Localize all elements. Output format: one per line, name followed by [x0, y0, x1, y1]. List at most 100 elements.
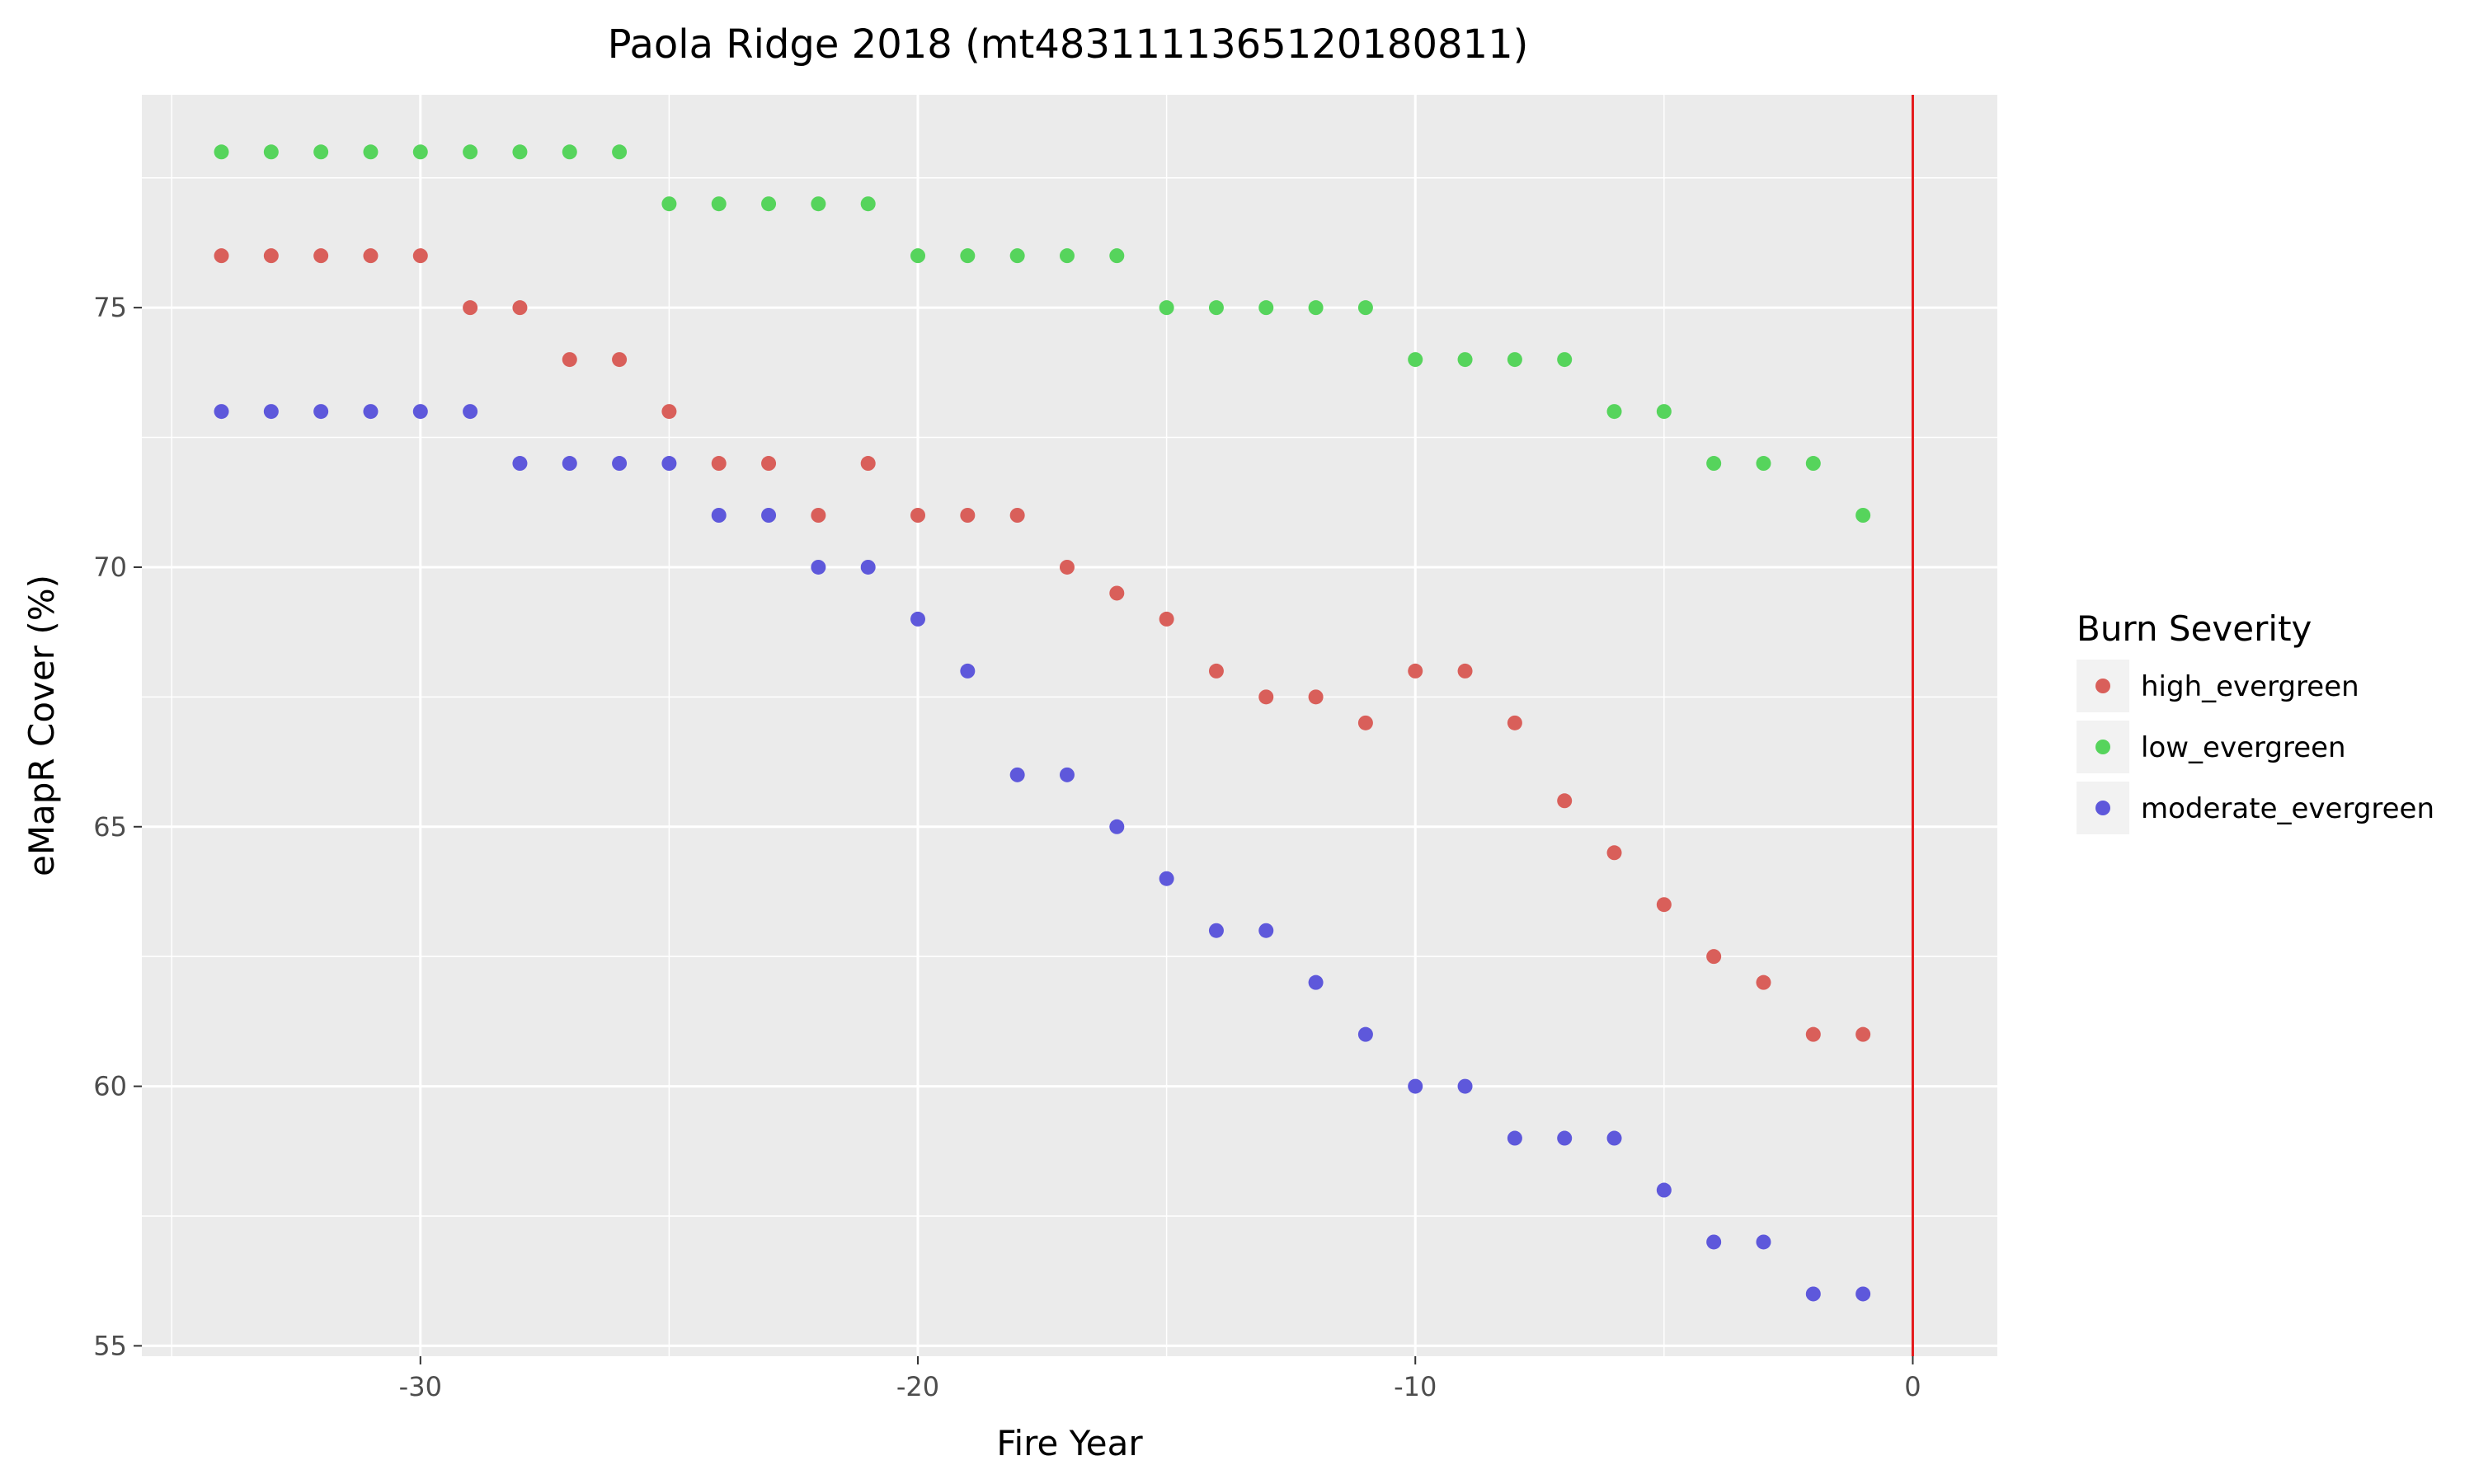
- data-point: [1457, 352, 1473, 368]
- data-point: [1656, 1182, 1672, 1198]
- data-point: [1009, 508, 1025, 523]
- data-point: [313, 248, 329, 264]
- legend-swatch: [2095, 740, 2110, 754]
- data-point: [1457, 663, 1473, 679]
- x-tick-label: -10: [1394, 1371, 1437, 1402]
- data-point: [512, 456, 528, 472]
- data-point: [761, 456, 777, 472]
- legend-item: moderate_evergreen: [2077, 782, 2434, 834]
- legend: Burn Severity high_evergreen low_evergree…: [2077, 608, 2434, 834]
- data-point: [1805, 1026, 1821, 1042]
- data-point: [1756, 974, 1771, 990]
- data-point: [1357, 300, 1373, 316]
- data-point: [562, 352, 577, 368]
- data-point: [1357, 1026, 1373, 1042]
- data-point: [1606, 845, 1622, 861]
- data-point: [214, 144, 229, 160]
- data-point: [1507, 1130, 1522, 1146]
- y-tick-label: 60: [93, 1071, 127, 1102]
- y-tick-label: 55: [93, 1330, 127, 1361]
- data-point: [1208, 300, 1224, 316]
- x-tick-label: -20: [896, 1371, 939, 1402]
- data-point: [562, 144, 577, 160]
- data-point: [512, 144, 528, 160]
- data-point: [214, 248, 229, 264]
- data-point: [910, 248, 926, 264]
- data-point: [811, 196, 826, 212]
- data-point: [463, 300, 478, 316]
- data-point: [960, 508, 976, 523]
- data-point: [1805, 456, 1821, 472]
- data-point: [1408, 1078, 1423, 1094]
- legend-swatch: [2095, 679, 2110, 693]
- data-point: [711, 196, 727, 212]
- x-tick-label: -30: [399, 1371, 442, 1402]
- data-point: [313, 144, 329, 160]
- data-point: [960, 248, 976, 264]
- data-point: [860, 559, 876, 575]
- data-point: [1706, 949, 1722, 965]
- data-point: [412, 248, 428, 264]
- data-point: [263, 404, 279, 420]
- data-point: [562, 456, 577, 472]
- y-tick-label: 70: [93, 552, 127, 583]
- y-tick-label: 65: [93, 811, 127, 843]
- data-point: [711, 456, 727, 472]
- data-point: [612, 456, 628, 472]
- data-point: [1856, 1026, 1871, 1042]
- data-point: [1109, 585, 1125, 601]
- data-point: [1357, 715, 1373, 730]
- data-point: [1507, 352, 1522, 368]
- data-point: [363, 144, 379, 160]
- data-point: [1208, 663, 1224, 679]
- series-moderate_evergreen: [214, 404, 1871, 1302]
- data-point: [1009, 248, 1025, 264]
- data-point: [1856, 1286, 1871, 1302]
- legend-label: low_evergreen: [2141, 731, 2346, 764]
- data-point: [1656, 897, 1672, 913]
- chart-title: Paola Ridge 2018 (mt4831111365120180811): [608, 21, 1529, 68]
- data-point: [1059, 767, 1075, 782]
- data-point: [214, 404, 229, 420]
- legend-items: high_evergreen low_evergreen moderate_ever…: [2077, 660, 2434, 834]
- data-point: [811, 559, 826, 575]
- data-point: [1258, 689, 1274, 705]
- data-point: [860, 196, 876, 212]
- data-point: [1059, 559, 1075, 575]
- data-point: [1109, 248, 1125, 264]
- data-point: [1706, 456, 1722, 472]
- data-point: [363, 404, 379, 420]
- data-point: [1208, 923, 1224, 938]
- data-point: [463, 404, 478, 420]
- data-point: [1408, 663, 1423, 679]
- data-point: [1159, 871, 1174, 886]
- data-point: [1159, 611, 1174, 627]
- data-point: [1009, 767, 1025, 782]
- x-tick-label: 0: [1904, 1371, 1921, 1402]
- data-point: [661, 456, 677, 472]
- data-points: [214, 144, 1871, 1302]
- data-point: [1308, 689, 1324, 705]
- data-point: [1457, 1078, 1473, 1094]
- data-point: [1159, 300, 1174, 316]
- data-point: [612, 144, 628, 160]
- legend-title: Burn Severity: [2077, 608, 2312, 649]
- data-point: [860, 456, 876, 472]
- y-tick-label: 75: [93, 292, 127, 323]
- data-point: [412, 404, 428, 420]
- data-point: [412, 144, 428, 160]
- legend-label: high_evergreen: [2141, 670, 2359, 703]
- data-point: [512, 300, 528, 316]
- data-point: [960, 663, 976, 679]
- plot-panel: [142, 95, 1997, 1356]
- legend-swatch: [2095, 801, 2110, 815]
- data-point: [263, 248, 279, 264]
- data-point: [761, 196, 777, 212]
- data-point: [910, 611, 926, 627]
- data-point: [263, 144, 279, 160]
- data-point: [1557, 793, 1573, 809]
- data-point: [910, 508, 926, 523]
- data-point: [1507, 715, 1522, 730]
- legend-label: moderate_evergreen: [2141, 792, 2434, 825]
